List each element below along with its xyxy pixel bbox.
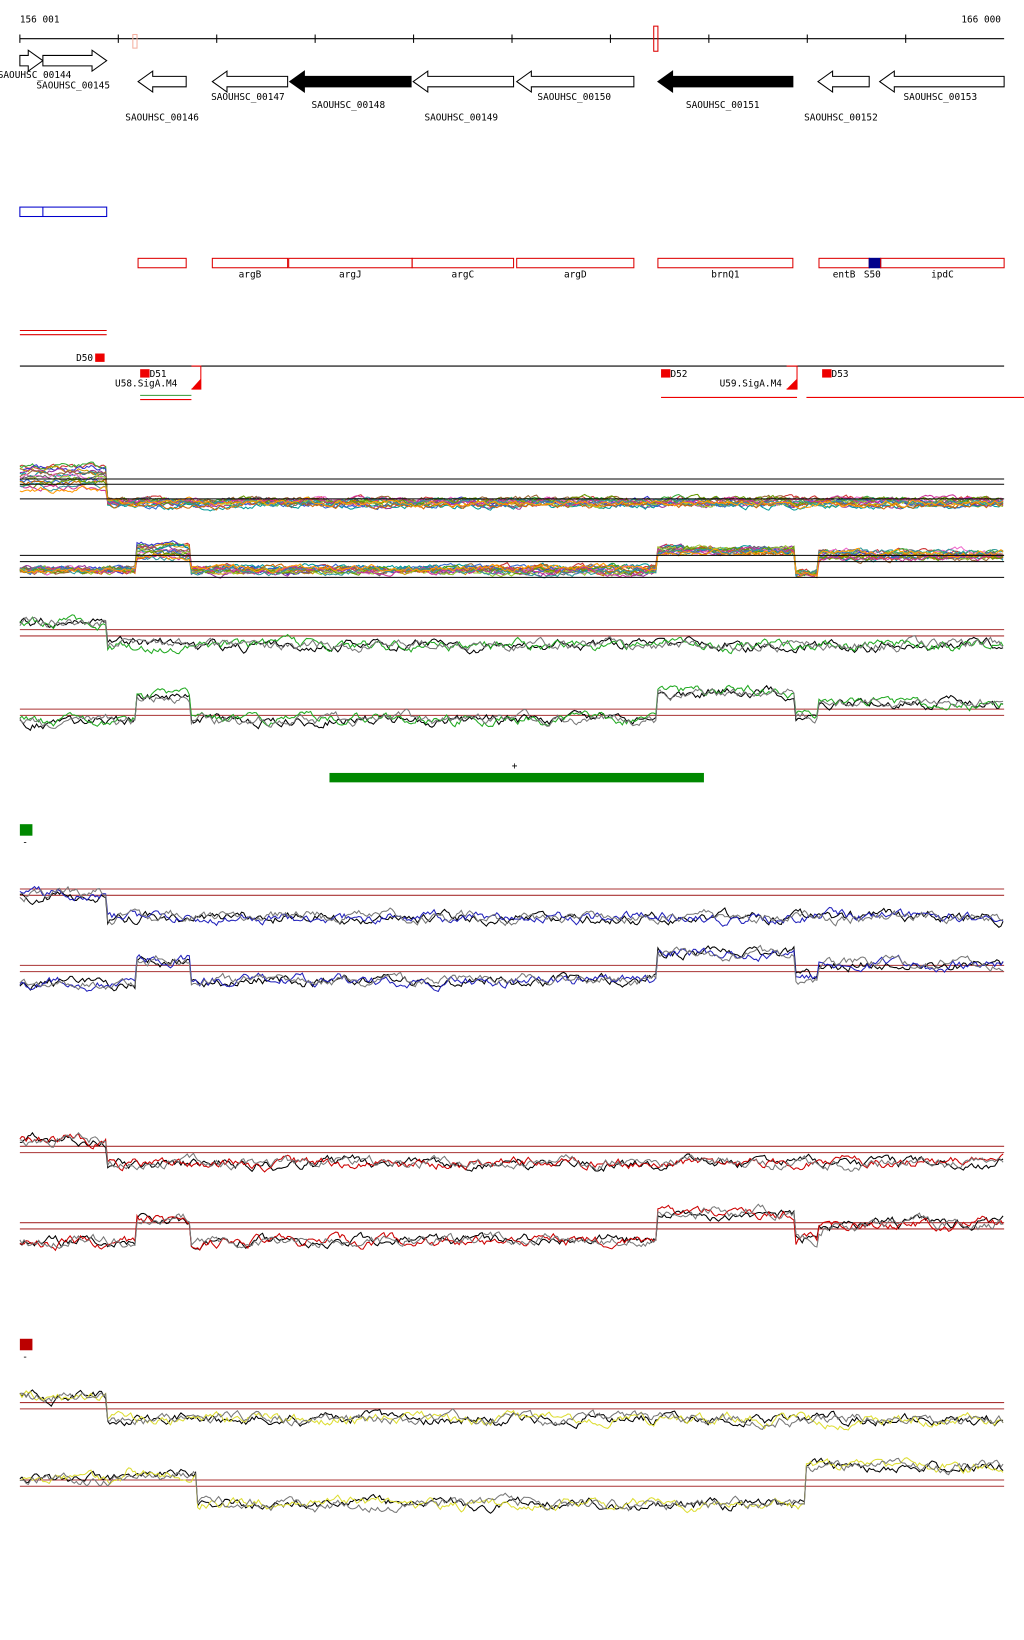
trace — [19, 687, 1004, 729]
feature — [516, 257, 635, 269]
label: 156 001 — [20, 14, 60, 25]
legend-swatch — [19, 1338, 33, 1351]
trace — [19, 478, 1004, 511]
gene-arrow — [42, 49, 108, 73]
motif-corner — [786, 378, 798, 390]
gene-arrow — [412, 70, 515, 94]
trace — [19, 890, 1004, 928]
feature — [211, 257, 289, 269]
marker — [653, 25, 659, 52]
label: U59.SigA.M4 — [720, 378, 783, 389]
trace — [19, 1132, 1004, 1173]
gene-arrow — [137, 70, 187, 94]
trace — [19, 1204, 1004, 1252]
motif-corner — [191, 378, 201, 390]
feature — [657, 257, 794, 269]
label: SAOUHSC_00149 — [424, 113, 498, 124]
feature — [137, 257, 187, 269]
trace — [19, 1390, 1004, 1431]
label: SAOUHSC_00151 — [686, 100, 760, 111]
label: argC — [452, 270, 475, 281]
site — [95, 353, 105, 362]
legend-swatch — [19, 824, 33, 836]
region — [19, 206, 108, 218]
site — [140, 369, 150, 378]
label: argJ — [339, 270, 362, 281]
gene-arrow — [288, 70, 412, 94]
label: + — [512, 761, 518, 772]
trace — [19, 1457, 1004, 1514]
label: SAOUHSC_00148 — [311, 100, 385, 111]
gene-arrow — [515, 70, 635, 94]
trace — [19, 1457, 1004, 1514]
trace — [19, 485, 1004, 510]
label: 166 000 — [961, 14, 1001, 25]
trace — [19, 482, 1004, 508]
label: SAOUHSC_00145 — [36, 80, 110, 91]
trace — [19, 545, 1004, 578]
label: SAOUHSC_00150 — [537, 92, 611, 103]
trace — [19, 947, 1004, 993]
marker — [132, 33, 138, 49]
trace — [19, 885, 1004, 927]
label: SAOUHSC_00152 — [804, 113, 878, 124]
trace — [19, 1209, 1004, 1251]
label: - — [22, 1352, 28, 1363]
label: D51 — [150, 369, 167, 380]
label: argB — [239, 270, 262, 281]
gene-arrow — [817, 70, 870, 94]
feature — [411, 257, 515, 269]
trace — [19, 1457, 1004, 1514]
trace — [19, 1391, 1004, 1430]
feature — [880, 257, 1005, 269]
trace — [19, 616, 1004, 653]
trace — [19, 944, 1004, 991]
trace — [19, 1203, 1004, 1250]
trace — [19, 1133, 1004, 1173]
label: U58.SigA.M4 — [115, 378, 178, 389]
site — [661, 369, 671, 378]
trace — [19, 547, 1004, 577]
label: D50 — [76, 353, 93, 364]
trace — [19, 1389, 1004, 1430]
trace — [19, 885, 1004, 927]
gene-arrow — [878, 70, 1005, 94]
site — [822, 369, 832, 378]
strand-bar — [329, 772, 704, 783]
feature — [818, 257, 870, 269]
gene-arrow — [657, 70, 794, 94]
label: SAOUHSC_00147 — [211, 92, 285, 103]
label: SAOUHSC_00153 — [904, 92, 978, 103]
trace — [19, 945, 1004, 992]
label: D52 — [670, 369, 687, 380]
gene-arrow — [19, 49, 44, 73]
feature — [868, 257, 882, 269]
label: argD — [564, 270, 587, 281]
label: brnQ1 — [711, 270, 740, 281]
label: entB — [833, 270, 856, 281]
feature — [288, 257, 413, 269]
label: ipdC — [931, 270, 954, 281]
label: SAOUHSC_00146 — [125, 113, 199, 124]
label: - — [22, 838, 28, 849]
label: SAOUHSC_00144 — [0, 70, 72, 81]
label: S50 — [864, 270, 881, 281]
trace — [19, 614, 1004, 655]
label: D53 — [832, 369, 849, 380]
gene-arrow — [211, 70, 289, 94]
